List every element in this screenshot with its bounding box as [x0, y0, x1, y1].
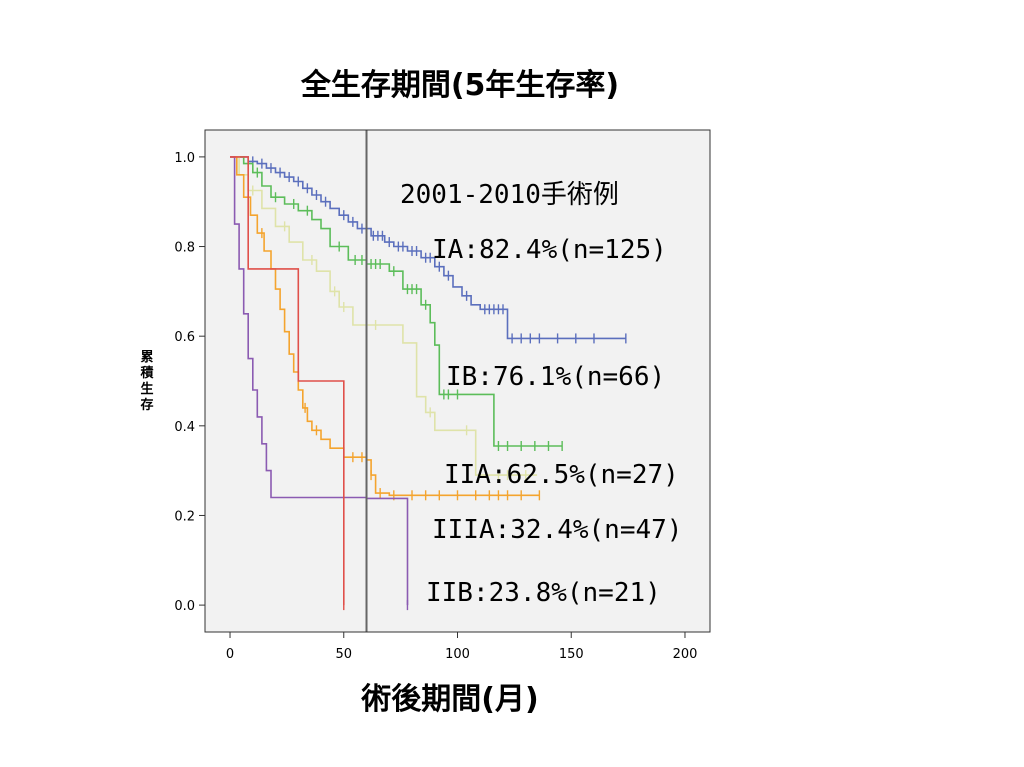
- y-tick-label: 0.0: [174, 599, 195, 614]
- annotation-heading: 2001-2010手術例: [400, 180, 619, 210]
- plot-background: [205, 130, 710, 632]
- label-iia: IIA:62.5%(n=27): [444, 460, 679, 490]
- y-axis-label-char: 累: [140, 349, 153, 365]
- y-tick-label: 0.2: [174, 509, 195, 524]
- x-tick-label: 100: [445, 647, 470, 662]
- label-iiia: IIIA:32.4%(n=47): [432, 515, 682, 545]
- series-line-ib: [230, 156, 563, 447]
- x-axis-label: 術後期間(月): [361, 682, 539, 717]
- chart-title: 全生存期間(5年生存率): [300, 68, 620, 103]
- x-tick-label: 0: [226, 647, 234, 662]
- y-tick-label: 0.4: [174, 420, 195, 435]
- axis-ticks: 0.0 0.2 0.4 0.6 0.8 1.0 0 50 100 150 200: [174, 151, 697, 662]
- x-tick-label: 50: [335, 647, 352, 662]
- series-line-iia: [230, 156, 538, 476]
- annotations: 2001-2010手術例 IA:82.4%(n=125) IB:76.1%(n=…: [400, 180, 682, 608]
- label-ib: IB:76.1%(n=66): [446, 362, 665, 392]
- plot-frame: [204, 129, 711, 633]
- y-axis-label-char: 積: [139, 365, 154, 381]
- y-axis-label-char: 存: [140, 397, 153, 413]
- y-axis-label-char: 生: [140, 381, 153, 397]
- label-ia: IA:82.4%(n=125): [432, 235, 667, 265]
- y-tick-label: 0.8: [174, 241, 195, 256]
- x-tick-label: 150: [559, 647, 584, 662]
- y-tick-label: 0.6: [174, 330, 195, 345]
- y-tick-label: 1.0: [174, 151, 195, 166]
- label-iib: IIB:23.8%(n=21): [426, 578, 661, 608]
- x-tick-label: 200: [673, 647, 698, 662]
- series-line-iib-red: [230, 156, 345, 606]
